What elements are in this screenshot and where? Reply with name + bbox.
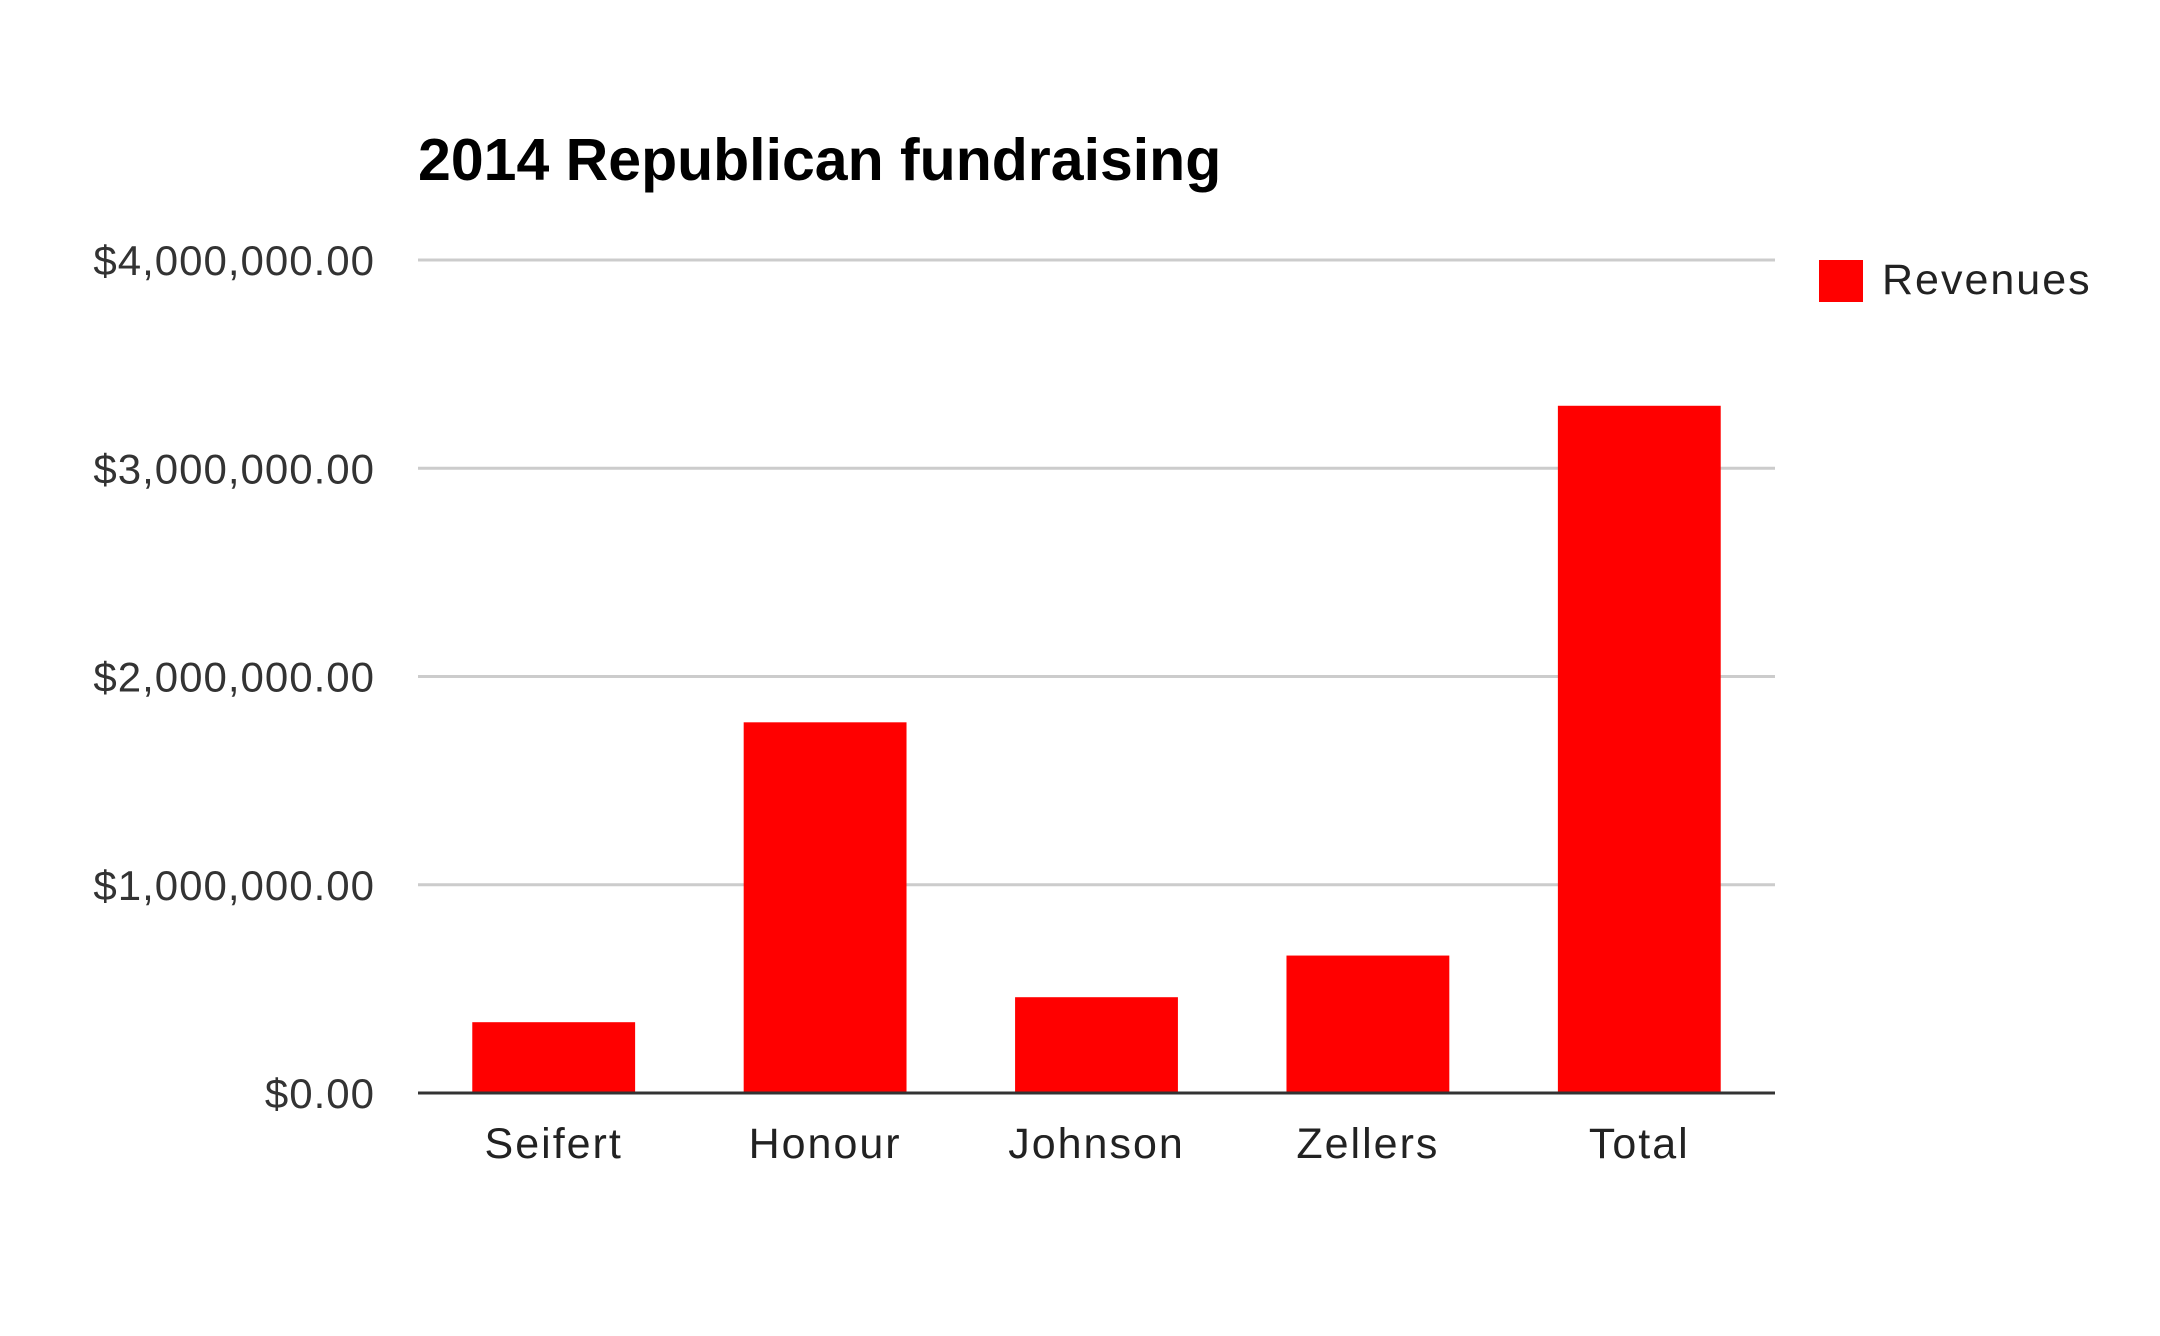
y-tick-label: $2,000,000.00 <box>93 654 375 701</box>
y-axis-tick-labels: $0.00 $1,000,000.00 $2,000,000.00 $3,000,00… <box>93 237 375 1117</box>
y-tick-label: $1,000,000.00 <box>93 862 375 909</box>
gridlines <box>418 258 1775 887</box>
y-tick-label: $0.00 <box>265 1070 375 1117</box>
bar-zellers <box>1286 955 1450 1093</box>
x-tick-label-honour: Honour <box>749 1120 902 1168</box>
y-tick-label: $3,000,000.00 <box>93 445 375 492</box>
x-tick-label-seifert: Seifert <box>485 1120 623 1168</box>
bar-total <box>1557 405 1721 1093</box>
x-tick-label-total: Total <box>1589 1120 1690 1168</box>
bar-seifert <box>472 1022 636 1093</box>
y-tick-label: $4,000,000.00 <box>93 237 375 284</box>
legend: Revenues <box>1819 256 2092 304</box>
bars <box>472 405 1721 1093</box>
legend-swatch <box>1819 260 1863 302</box>
bar-honour <box>743 722 907 1093</box>
x-tick-label-johnson: Johnson <box>1008 1120 1185 1168</box>
x-tick-label-zellers: Zellers <box>1296 1120 1439 1168</box>
legend-label-revenues: Revenues <box>1882 256 2092 304</box>
bar-johnson <box>1015 997 1178 1093</box>
x-axis-category-labels: Seifert Honour Johnson Zellers Total <box>485 1120 1690 1168</box>
chart-title: 2014 Republican fundraising <box>418 127 1221 193</box>
